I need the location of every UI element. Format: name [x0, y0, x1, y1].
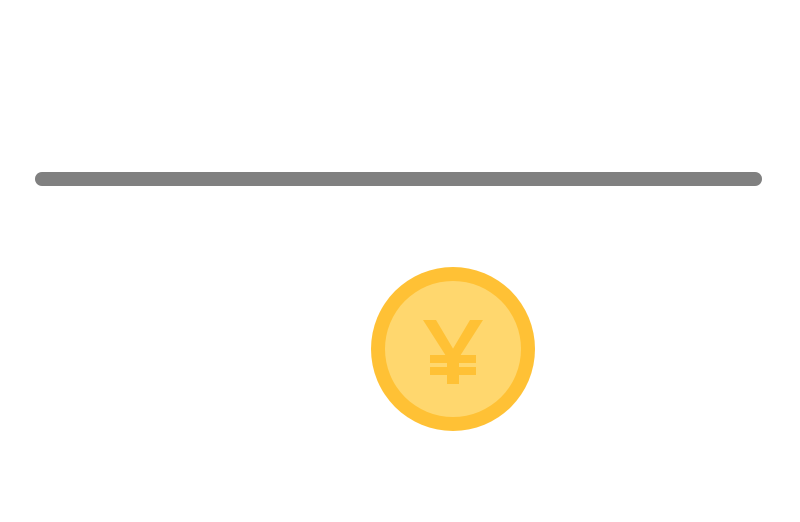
yen-coin-icon: [371, 267, 535, 431]
yen-coin-graphic: [371, 267, 535, 431]
yen-symbol: [423, 320, 483, 384]
divider-bar: [35, 172, 762, 186]
